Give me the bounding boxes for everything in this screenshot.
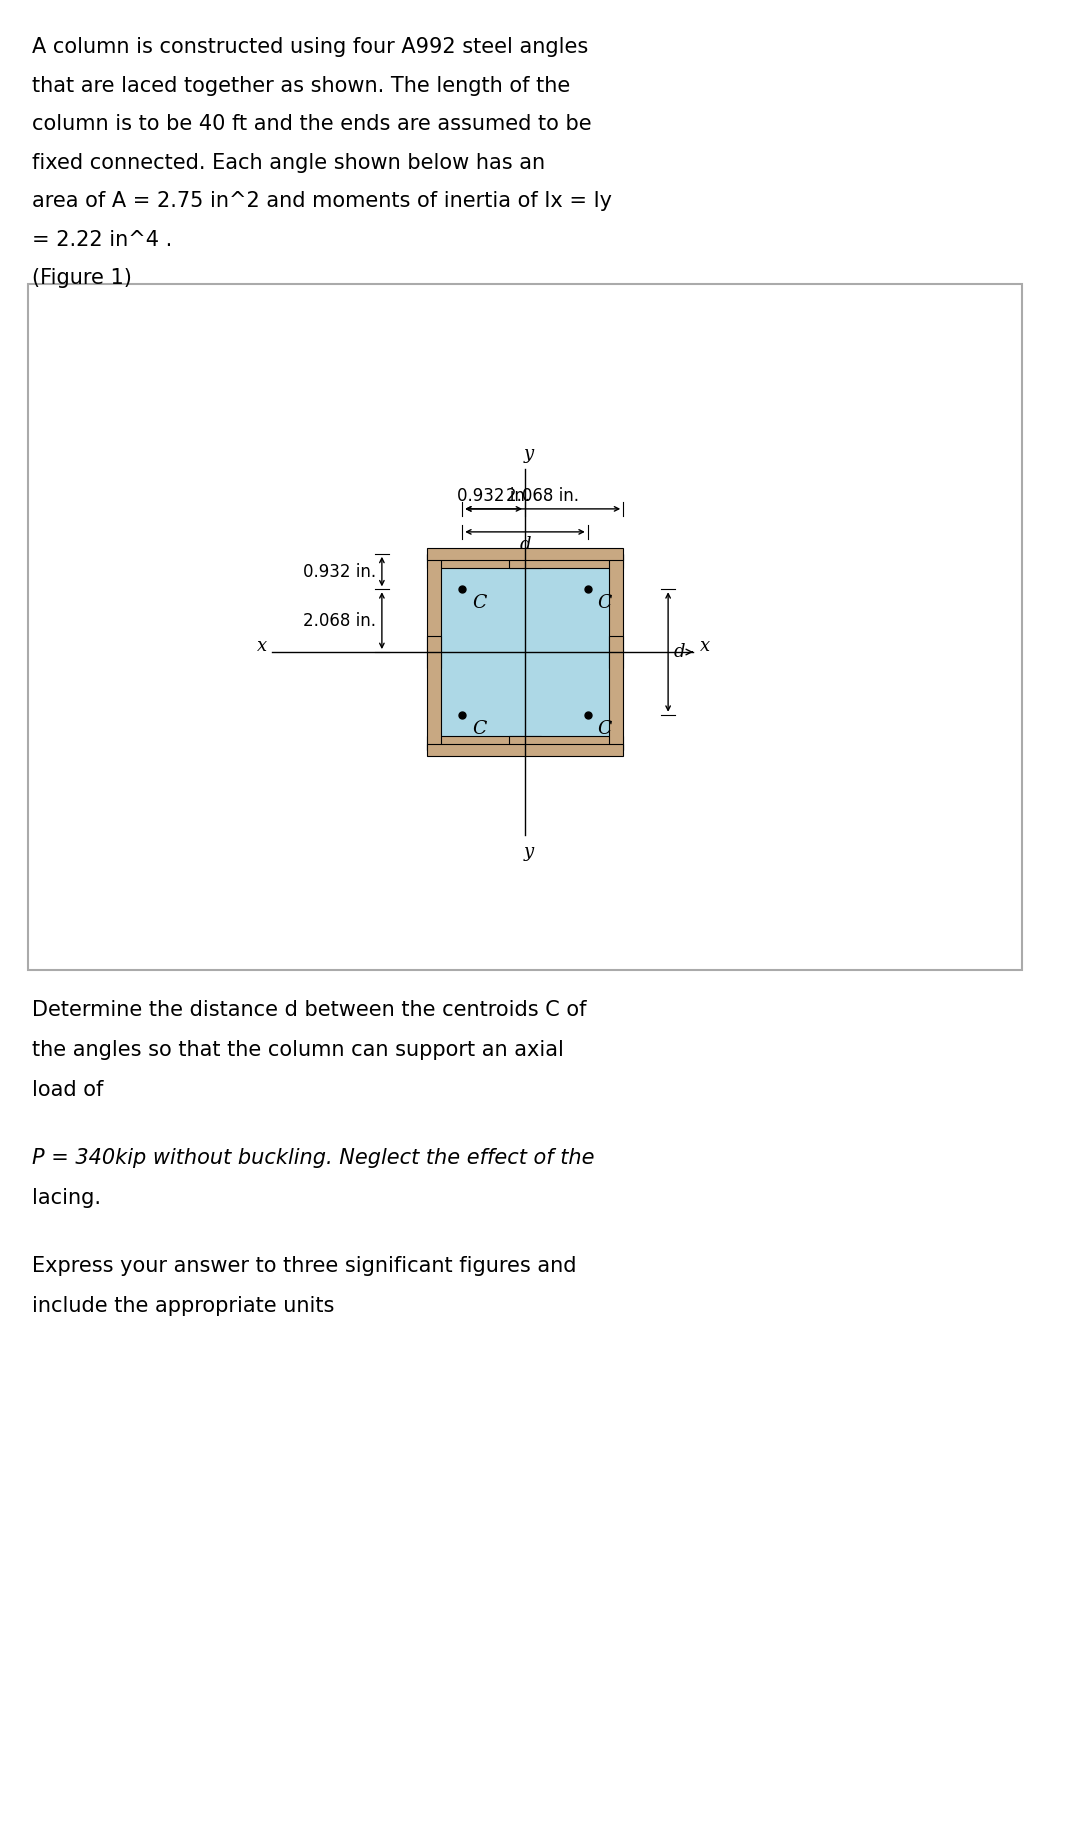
Bar (427, 735, 541, 750)
Text: area of A = 2.75 in^2 and moments of inertia of Ix = Iy: area of A = 2.75 in^2 and moments of ine… (32, 192, 612, 212)
Text: C: C (597, 595, 612, 612)
Bar (427, 554, 442, 669)
Text: Express your answer to three significant figures and: Express your answer to three significant… (32, 1256, 577, 1277)
Bar (427, 554, 541, 569)
Text: 0.932 in.: 0.932 in. (457, 486, 530, 505)
Text: 2.068 in.: 2.068 in. (302, 612, 376, 630)
Text: lacing.: lacing. (32, 1188, 102, 1208)
Text: load of: load of (32, 1079, 104, 1100)
Text: x: x (257, 637, 267, 656)
Bar (427, 547, 623, 560)
Text: 2.068 in.: 2.068 in. (507, 486, 579, 505)
Bar (509, 735, 623, 750)
Bar (609, 554, 623, 669)
Bar (427, 635, 442, 750)
Text: 0.932 in.: 0.932 in. (302, 562, 376, 580)
Text: C: C (597, 720, 612, 737)
Text: y: y (524, 446, 535, 462)
Text: column is to be 40 ft and the ends are assumed to be: column is to be 40 ft and the ends are a… (32, 114, 592, 134)
Bar (28, 284, 1022, 971)
Bar (427, 744, 623, 757)
Text: Determine the distance d between the centroids C of: Determine the distance d between the cen… (32, 1000, 586, 1020)
Bar (442, 635, 541, 735)
Text: (Figure 1): (Figure 1) (32, 267, 132, 287)
Text: y: y (524, 844, 535, 860)
Text: C: C (472, 595, 487, 612)
Bar (509, 635, 609, 735)
Text: P = 340kip without buckling. Neglect the effect of the: P = 340kip without buckling. Neglect the… (32, 1148, 594, 1168)
Text: d: d (519, 536, 530, 554)
Text: x: x (700, 637, 711, 656)
Text: A column is constructed using four A992 steel angles: A column is constructed using four A992 … (32, 37, 589, 57)
Bar (509, 569, 609, 669)
Text: d: d (674, 643, 686, 661)
Bar (509, 554, 623, 569)
Bar (442, 569, 541, 669)
Text: fixed connected. Each angle shown below has an: fixed connected. Each angle shown below … (32, 153, 545, 173)
Text: C: C (472, 720, 487, 737)
Text: that are laced together as shown. The length of the: that are laced together as shown. The le… (32, 76, 570, 96)
Text: the angles so that the column can support an axial: the angles so that the column can suppor… (32, 1041, 564, 1059)
Text: = 2.22 in^4 .: = 2.22 in^4 . (32, 230, 172, 249)
Bar (609, 635, 623, 750)
Text: include the appropriate units: include the appropriate units (32, 1297, 335, 1315)
